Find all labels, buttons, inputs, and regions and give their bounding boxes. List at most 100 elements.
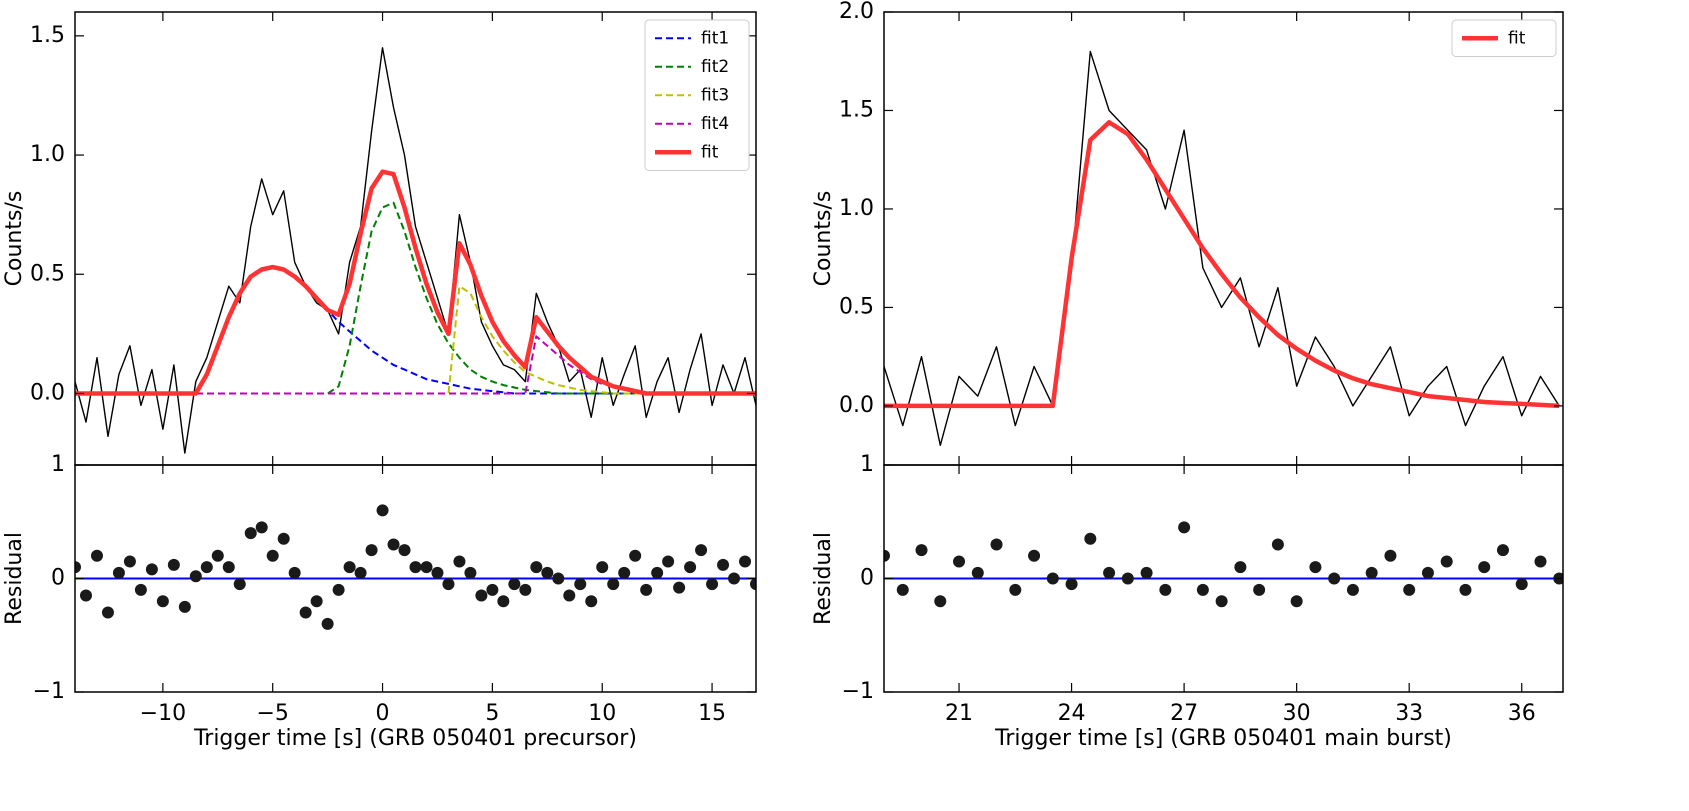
x-tick-label: 0	[376, 701, 390, 726]
y-tick-label: −1	[842, 679, 874, 704]
residual-point	[684, 561, 697, 574]
series-line	[884, 50, 1560, 446]
residual-point	[1196, 583, 1209, 596]
residual-point	[1534, 555, 1547, 568]
series-line	[75, 285, 756, 395]
residual-point	[508, 578, 521, 591]
x-tick-label: 10	[588, 701, 616, 726]
residual-point	[255, 521, 268, 534]
residual-point	[101, 606, 114, 619]
legend-label: fit2	[701, 57, 729, 77]
residual-point	[953, 555, 966, 568]
y-tick-label: 0.0	[839, 393, 874, 418]
residual-point	[1084, 532, 1097, 545]
residual-point	[299, 606, 312, 619]
legend-label: fit3	[701, 85, 729, 105]
x-tick-label: 27	[1170, 701, 1198, 726]
residual-point	[651, 566, 664, 579]
residual-point	[134, 583, 147, 596]
residual-point	[896, 583, 909, 596]
x-tick-label: −5	[256, 701, 288, 726]
y-axis-label: Residual	[2, 532, 27, 625]
residual-point	[596, 561, 609, 574]
residual-point	[574, 578, 587, 591]
axes-frame	[883, 11, 1564, 466]
residual-point	[1253, 583, 1266, 596]
residual-point	[1309, 561, 1322, 574]
residual-point	[1403, 583, 1416, 596]
y-tick-label: 0.0	[30, 380, 65, 405]
residual-point	[971, 566, 984, 579]
residual-point	[618, 566, 631, 579]
x-tick-label: −10	[140, 701, 186, 726]
residual-point	[79, 589, 92, 602]
residual-point	[431, 566, 444, 579]
residual-point	[376, 504, 389, 517]
residual-point	[1365, 566, 1378, 579]
x-tick-label: 30	[1283, 701, 1311, 726]
residual-point	[728, 572, 741, 585]
residual-point	[1290, 595, 1303, 608]
residual-point	[1459, 583, 1472, 596]
residual-point	[607, 578, 620, 591]
residual-point	[486, 583, 499, 596]
y-tick-label: 1.0	[839, 196, 874, 221]
residual-point	[288, 566, 301, 579]
x-axis-label: Trigger time [s] (GRB 050401 main burst)	[994, 726, 1452, 751]
residual-point	[1103, 566, 1116, 579]
residual-point	[75, 561, 81, 574]
residual-point	[145, 563, 158, 576]
residual-point	[706, 578, 719, 591]
panel: 0.0 0.5 1.0 1.5 Counts/s fit1 fit2 fit3 fit4 fit	[2, 11, 757, 466]
residual-point	[475, 589, 488, 602]
legend-box	[644, 19, 750, 171]
x-tick-label: 33	[1395, 701, 1423, 726]
residual-point	[310, 595, 323, 608]
residual-point	[1421, 566, 1434, 579]
residual-point	[1478, 561, 1491, 574]
residual-point	[1215, 595, 1228, 608]
legend-label: fit4	[701, 114, 729, 134]
residual-point	[266, 549, 279, 562]
legend: fit	[1451, 19, 1557, 57]
y-axis-label: Counts/s	[2, 191, 27, 287]
residual-point	[1046, 572, 1059, 585]
residual-point	[1346, 583, 1359, 596]
residual-point	[189, 570, 202, 583]
residual-point	[167, 558, 180, 571]
x-tick-label: 15	[698, 701, 726, 726]
y-tick-label: 1.5	[30, 23, 65, 48]
y-tick-label: 0.5	[30, 261, 65, 286]
residual-point	[640, 583, 653, 596]
residual-point	[1515, 578, 1528, 591]
residual-point	[211, 549, 224, 562]
residual-point	[1496, 544, 1509, 557]
residual-point	[178, 600, 191, 613]
residual-point	[1140, 566, 1153, 579]
x-tick-label: 24	[1058, 701, 1086, 726]
plot-area	[75, 47, 756, 454]
residual-point	[409, 561, 422, 574]
residual-point	[519, 583, 532, 596]
plot-area	[884, 50, 1560, 446]
residual-point	[1028, 549, 1041, 562]
y-tick-label: −1	[33, 679, 65, 704]
residual-point	[673, 581, 686, 594]
residual-point	[233, 578, 246, 591]
series-line	[75, 169, 756, 396]
residual-point	[1440, 555, 1453, 568]
residual-point	[156, 595, 169, 608]
residual-point	[1065, 578, 1078, 591]
residual-point	[442, 578, 455, 591]
residual-point	[200, 561, 213, 574]
residual-point	[750, 578, 756, 591]
residual-point	[398, 544, 411, 557]
residual-point	[1384, 549, 1397, 562]
series-line	[884, 120, 1560, 409]
residual-point	[123, 555, 136, 568]
residual-point	[541, 566, 554, 579]
residual-point	[387, 538, 400, 551]
series-line	[75, 335, 756, 395]
legend-box	[1451, 19, 1557, 57]
